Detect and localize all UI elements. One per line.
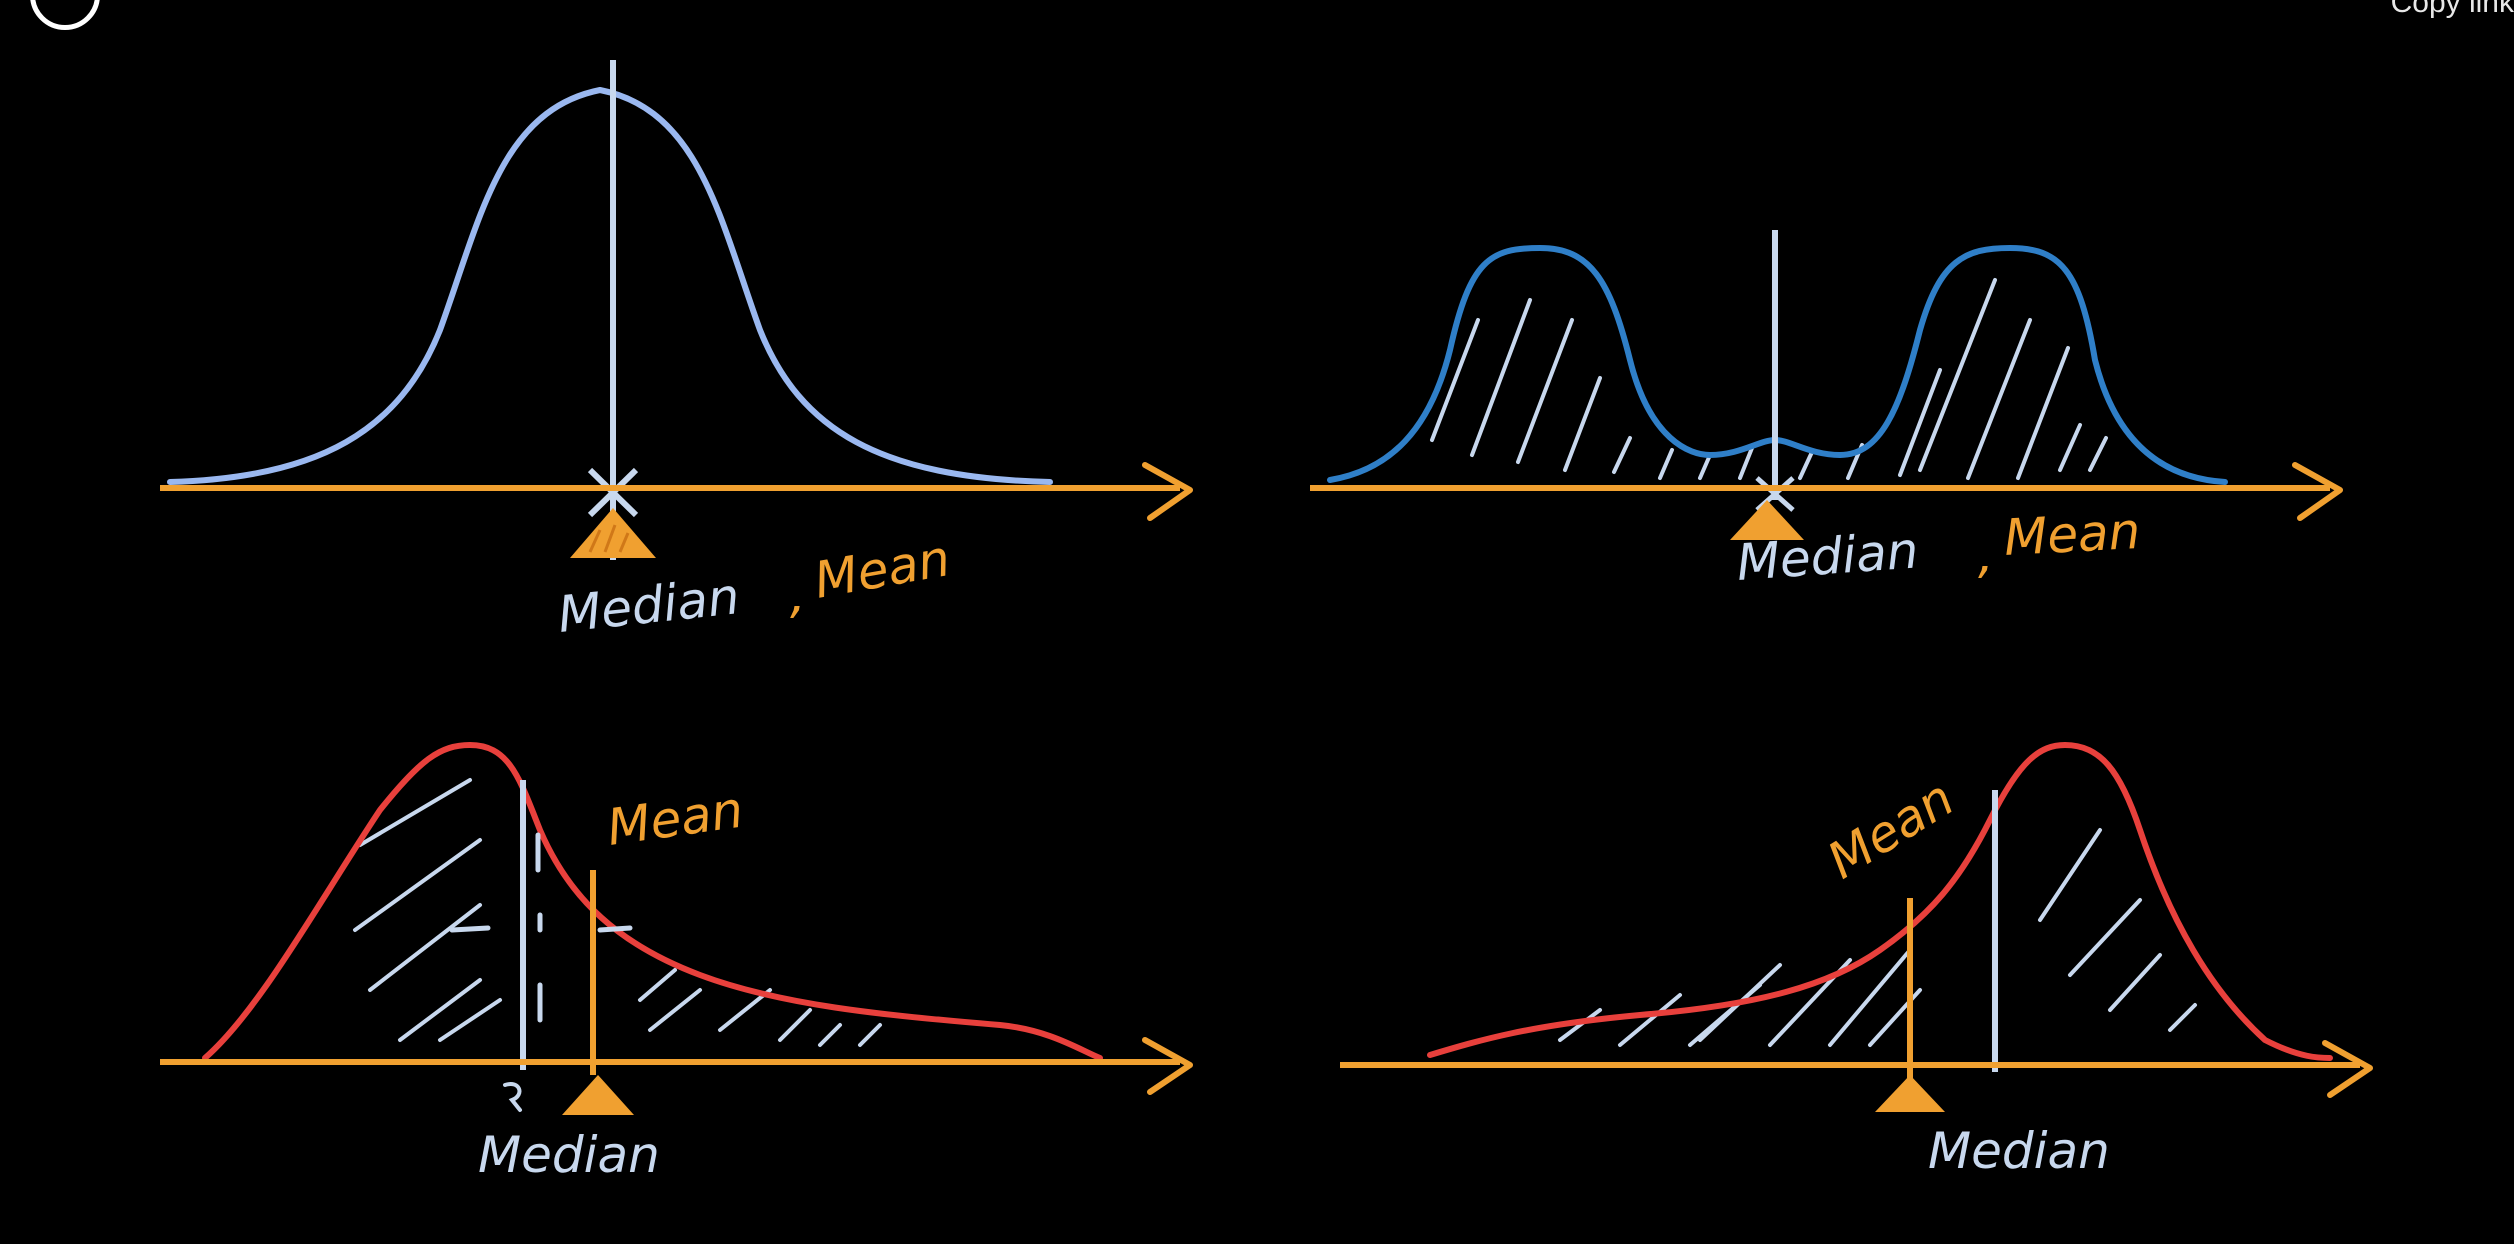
panel-normal: Median , Mean bbox=[160, 60, 1193, 644]
bimodal-median-label: Median bbox=[1735, 521, 1920, 592]
right-skewed-balance-marks bbox=[449, 832, 633, 1023]
right-skewed-axis-arrowhead-icon bbox=[1142, 1037, 1193, 1095]
panel-left-skewed: Mean Median bbox=[1340, 741, 2373, 1180]
left-skewed-median-label: Median bbox=[1928, 1122, 2110, 1180]
right-skewed-fulcrum-triangle-icon bbox=[562, 1075, 634, 1115]
panel-bimodal: Median , Mean bbox=[1310, 230, 2343, 592]
panel-right-skewed: Mean Median bbox=[160, 741, 1193, 1184]
left-skewed-curve bbox=[1427, 741, 2333, 1061]
right-skewed-median-label: Median bbox=[478, 1126, 660, 1184]
normal-curve bbox=[167, 86, 1053, 485]
normal-median-label: Median bbox=[555, 567, 742, 644]
bimodal-mean-label: Mean bbox=[2003, 502, 2142, 567]
copy-link-button[interactable]: Copy link bbox=[2390, 0, 2514, 19]
right-skewed-hatching bbox=[353, 778, 882, 1047]
normal-comma-label: , bbox=[790, 566, 806, 624]
bimodal-hatching bbox=[1430, 278, 2108, 480]
right-skewed-mean-label: Mean bbox=[604, 780, 747, 856]
right-skewed-curve bbox=[202, 741, 1103, 1061]
left-skewed-axis-arrowhead-icon bbox=[2322, 1040, 2373, 1098]
normal-mean-label: Mean bbox=[810, 529, 954, 610]
bimodal-comma-label: , bbox=[1978, 526, 1994, 584]
normal-axis-arrowhead-icon bbox=[1142, 462, 1193, 521]
left-skewed-fulcrum-triangle-icon bbox=[1875, 1075, 1945, 1112]
left-skewed-mean-label: Mean bbox=[1818, 769, 1964, 890]
bimodal-axis-arrowhead-icon bbox=[2292, 462, 2343, 521]
right-skewed-median-pointer-icon bbox=[503, 1082, 522, 1112]
normal-x-mark-icon bbox=[587, 467, 639, 518]
bimodal-fulcrum-triangle-icon bbox=[1730, 500, 1804, 540]
